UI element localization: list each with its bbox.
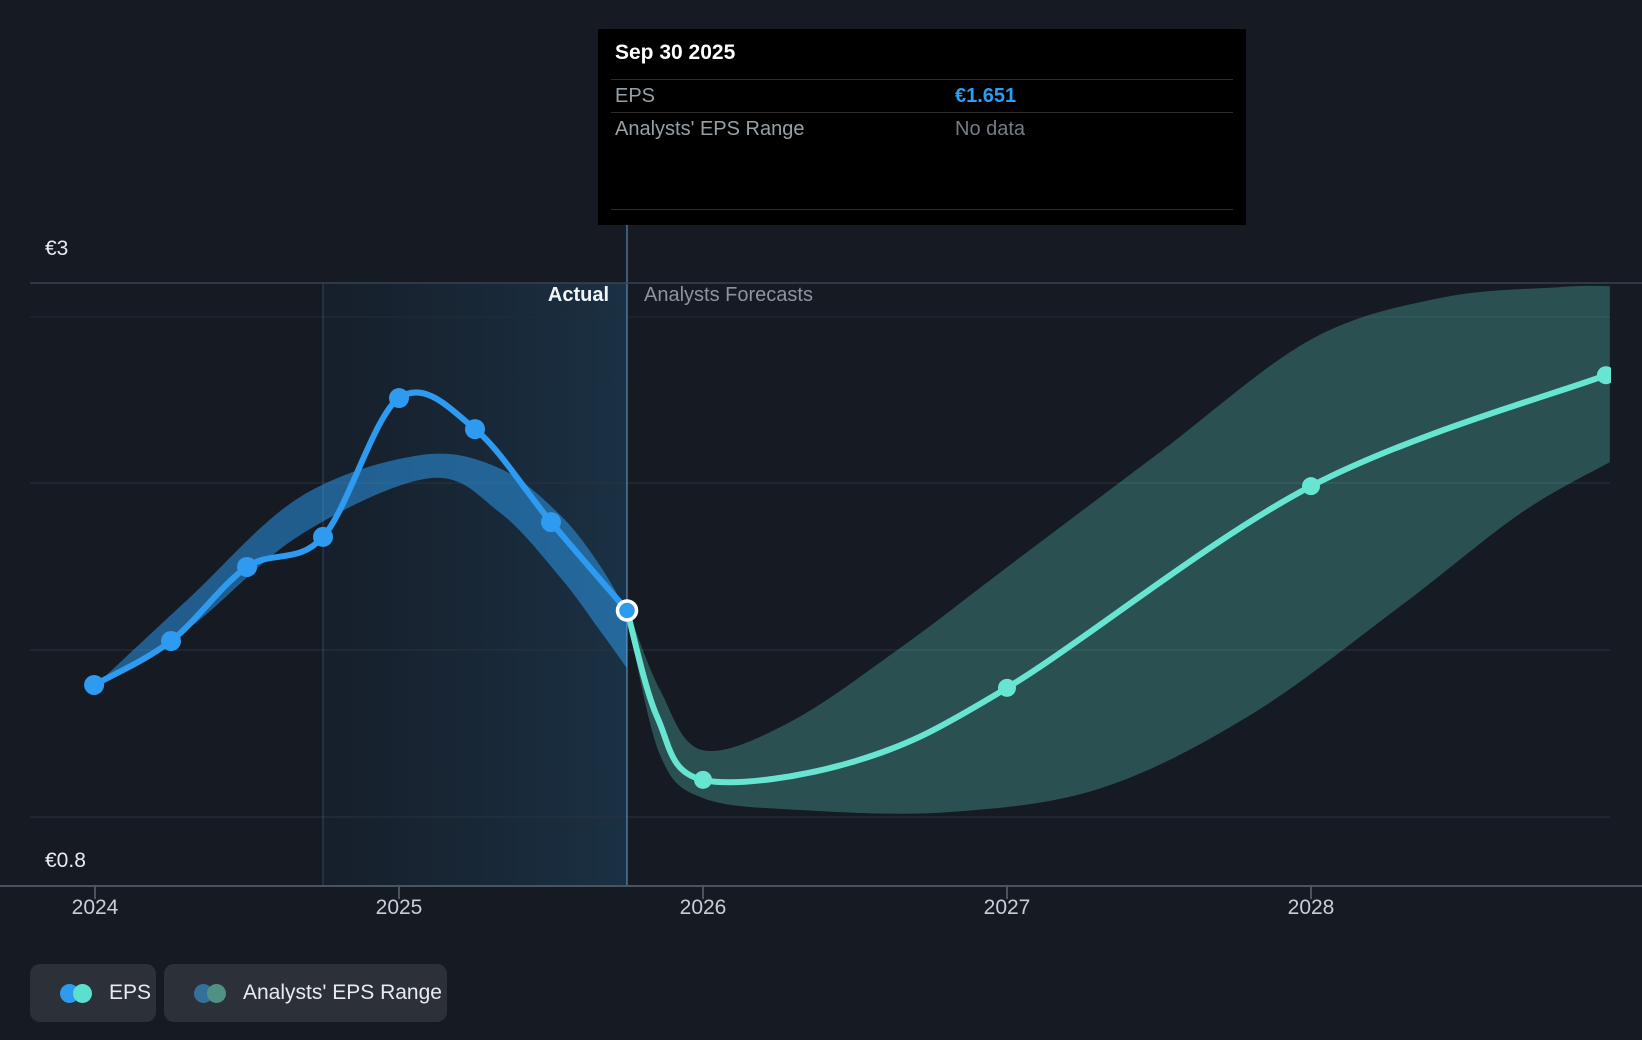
data-point[interactable] [694,770,712,789]
legend-item-analysts-eps-range[interactable]: Analysts' EPS Range [164,964,447,1022]
analysts-eps-range-band [628,285,1610,814]
data-point[interactable] [541,512,561,533]
plot-area [30,225,1615,886]
data-point[interactable] [1596,366,1615,385]
data-point[interactable] [237,556,257,577]
data-point[interactable] [998,678,1016,697]
x-tick-label-2027: 2027 [983,896,1031,919]
eps-current-point[interactable] [615,599,639,622]
x-tick-label-2024: 2024 [71,896,119,919]
forecast-period-label: Analysts Forecasts [644,284,813,306]
y-axis-top-label: €3 [45,237,69,260]
data-point[interactable] [389,388,409,409]
x-tick-label-2026: 2026 [679,896,727,919]
data-point[interactable] [84,674,105,695]
x-tick-label-2028: 2028 [1287,896,1335,919]
tooltip-divider [611,209,1233,210]
eps-legend-dot-teal [73,983,92,1003]
legend-range-label: Analysts' EPS Range [243,981,442,1004]
tooltip-range-label: Analysts' EPS Range [615,118,805,140]
legend-item-eps[interactable]: EPS [30,964,156,1022]
tooltip-divider [611,112,1233,113]
tooltip-date: Sep 30 2025 [615,41,736,64]
legend-eps-label: EPS [109,981,152,1004]
tooltip-divider [611,79,1233,80]
past-estimate-band [95,453,627,685]
tooltip-eps-label: EPS [615,85,656,107]
data-point[interactable] [161,631,181,652]
eps-forecast-line [624,372,1609,786]
range-legend-dot-teal [207,983,226,1003]
y-axis-bottom-label: €0.8 [45,849,86,872]
data-point[interactable] [313,526,333,547]
actual-period-label: Actual [547,284,609,306]
eps-actual-line [91,389,630,688]
chart-tooltip: Sep 30 2025 EPS €1.651 Analysts' EPS Ran… [598,29,1246,225]
tooltip-range-value: No data [955,118,1026,140]
x-tick-label-2025: 2025 [375,896,423,919]
tooltip-eps-value: €1.651 [955,85,1017,107]
data-point[interactable] [1302,477,1320,496]
data-point[interactable] [465,419,485,440]
